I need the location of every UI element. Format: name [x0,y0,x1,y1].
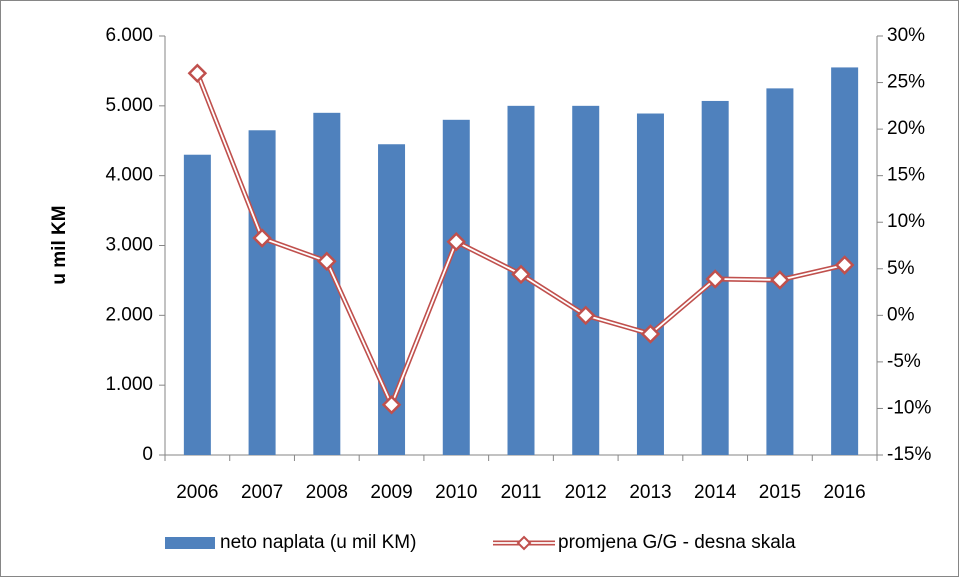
x-tick-label: 2016 [823,482,865,503]
x-tick-label: 2007 [241,482,283,503]
line-marker [834,255,855,275]
line-marker [770,270,790,290]
bar [183,154,211,455]
line-marker [446,232,467,252]
bar [248,130,276,455]
x-tick-label: 2015 [759,482,801,503]
x-tick-label: 2013 [629,482,671,503]
x-tick-label: 2012 [565,482,607,503]
y-tick-label: 0 [142,444,153,465]
y-tick-label: 6.000 [105,25,153,46]
y2-tick-label: 25% [887,72,925,93]
y2-tick-label: 10% [887,211,925,232]
y-axis-title: u mil KM [49,205,70,284]
legend-marker [516,535,532,551]
x-tick-label: 2006 [176,482,218,503]
y-tick-label: 2.000 [105,304,153,325]
y2-tick-label: 15% [887,165,925,186]
line-marker [705,269,725,289]
y-tick-label: 5.000 [105,95,153,116]
y-tick-label: 3.000 [105,235,153,256]
y2-tick-label: 5% [887,258,915,279]
bar [442,119,470,456]
bar [572,105,600,455]
y2-tick-label: 20% [887,118,925,139]
y-tick-label: 1.000 [105,374,153,395]
legend-swatch [165,537,215,549]
line-marker [640,324,661,344]
line-marker [317,251,337,272]
line-marker [511,264,531,285]
x-tick-label: 2009 [370,482,412,503]
y2-tick-label: 0% [887,304,915,325]
y2-tick-label: -15% [887,444,931,465]
y2-tick-label: 30% [887,25,925,46]
line-marker [381,394,402,415]
line-marker [575,305,596,326]
x-tick-label: 2008 [306,482,348,503]
y2-tick-label: -10% [887,397,931,418]
x-tick-label: 2014 [694,482,737,503]
x-tick-label: 2011 [501,482,542,503]
y2-tick-label: -5% [887,351,921,372]
y-tick-label: 4.000 [105,165,153,186]
line-marker [187,63,208,84]
line-marker [252,228,272,248]
legend-label: neto naplata (u mil KM) [220,532,416,553]
bar [636,113,664,455]
legend-label: promjena G/G - desna skala [558,532,796,553]
x-tick-label: 2010 [435,482,477,503]
